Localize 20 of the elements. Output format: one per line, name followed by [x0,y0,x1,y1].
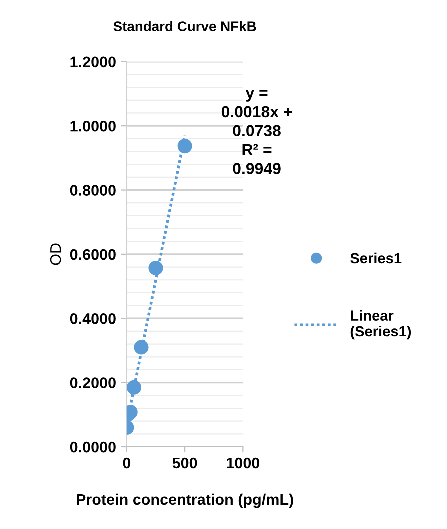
y-axis-title: OD [50,244,62,266]
legend-label: Linear (Series1) [350,310,412,340]
y-tick-label: 0.6000 [70,249,116,260]
y-tick-label: 0.8000 [70,185,116,196]
point [134,340,149,355]
y-tick-label: 0.4000 [70,314,116,324]
y-tick-label: 1.2000 [70,56,116,68]
y-tick-label: 1.0000 [70,120,116,132]
legend-label: Series1 [350,252,402,264]
point [148,260,164,276]
point [126,380,142,395]
point [178,139,192,154]
x-axis-title: Protein concentration (pg/mL) [77,494,294,508]
x-tick-label: 0 [123,458,131,469]
x-tick-label: 500 [172,458,198,469]
annotation: y = 0.0018x + 0.0738 R² = 0.9949 [222,90,292,174]
chart-title: Standard Curve NFkB [114,21,256,32]
x-tick-label: 1000 [227,458,260,469]
y-tick-label: 0.0000 [70,442,116,453]
y-tick-label: 0.2000 [70,378,116,389]
